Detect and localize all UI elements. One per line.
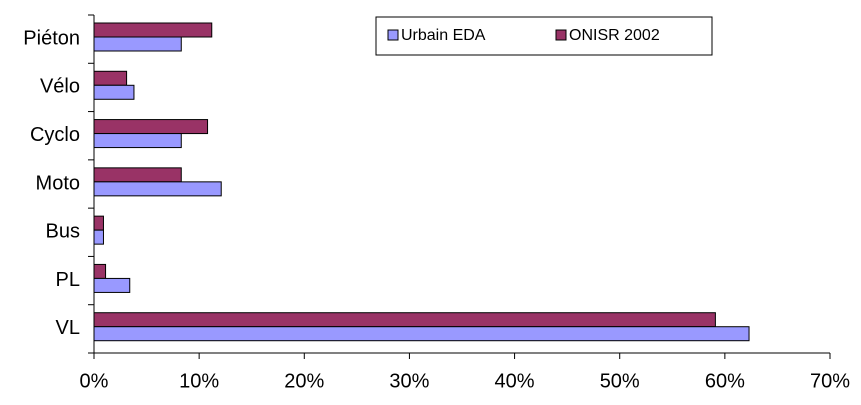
legend-swatch (387, 29, 399, 41)
x-tick-label: 50% (600, 370, 640, 392)
legend-label: Urbain EDA (401, 27, 486, 44)
bar (93, 181, 222, 197)
bar (93, 312, 716, 328)
x-tick-label: 40% (495, 370, 535, 392)
bar (93, 215, 104, 231)
y-tick-label: PL (56, 269, 80, 291)
x-tick-label: 70% (810, 370, 850, 392)
x-tick-label: 20% (284, 370, 324, 392)
legend-swatch (555, 29, 567, 41)
y-tick-label: Piéton (23, 27, 80, 49)
bar (93, 84, 135, 100)
bar (93, 119, 209, 135)
bar (93, 36, 182, 52)
x-tick-label: 0% (80, 370, 109, 392)
bar (93, 263, 107, 279)
y-tick-label: Bus (46, 221, 80, 243)
x-tick-label: 30% (389, 370, 429, 392)
bar (93, 133, 182, 149)
bar (93, 277, 131, 293)
legend-label: ONISR 2002 (569, 27, 660, 44)
y-tick-label: Vélo (40, 76, 80, 98)
bar (93, 22, 213, 38)
x-tick-label: 10% (179, 370, 219, 392)
y-tick-label: Cyclo (30, 124, 80, 146)
x-tick-label: 60% (705, 370, 745, 392)
bar (93, 70, 128, 86)
bar (93, 229, 104, 245)
y-tick-label: VL (56, 317, 80, 339)
bar (93, 167, 182, 183)
bar (93, 326, 750, 342)
y-tick-label: Moto (36, 172, 80, 194)
legend-box (375, 16, 713, 56)
